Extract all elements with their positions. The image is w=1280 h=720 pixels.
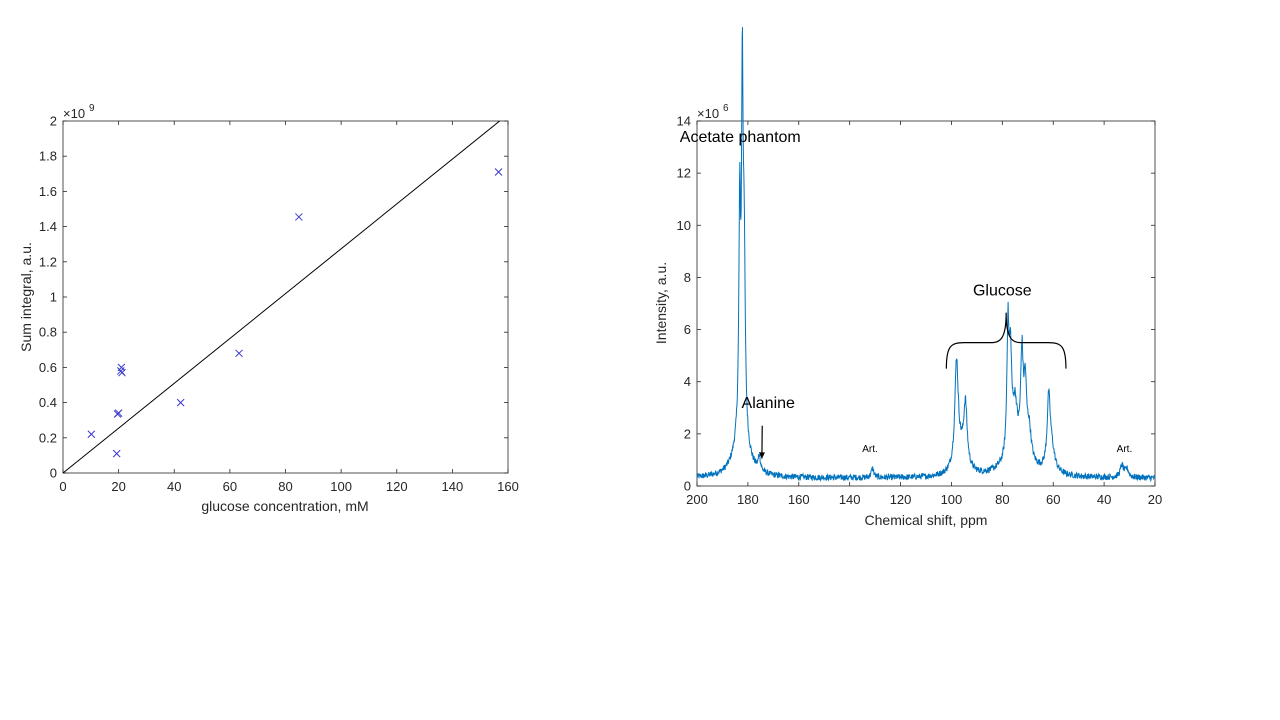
spectrum-x-tick-label: 100 [941, 492, 963, 507]
spectrum-y-tick-label: 4 [684, 374, 691, 389]
spectrum-y-tick-label: 14 [677, 114, 691, 129]
scatter-y-axis-label: Sum integral, a.u. [18, 242, 34, 352]
scatter-axis-ticks: 0 20 40 60 80 100 120 140 160 0 0.2 0.4 0.6 0.8 1 1.2 1.… [39, 114, 519, 495]
scatter-point [294, 213, 303, 221]
scatter-point [176, 398, 185, 407]
spectrum-annotation: Alanine [742, 395, 795, 412]
scatter-point [114, 409, 123, 418]
scatter-plot-frame [62, 120, 509, 474]
spectrum-annotations: Acetate phantom Alanine Art. Art. Glucose [680, 129, 1132, 459]
scatter-y-tick-label: 2 [50, 114, 57, 129]
spectrum-y-tick-label: 8 [684, 270, 691, 285]
spectrum-y-multiplier: ×10 6 [697, 103, 729, 121]
scatter-point [494, 168, 503, 176]
spectrum-x-tick-label: 120 [890, 492, 912, 507]
spectrum-series-line [696, 27, 1156, 483]
spectrum-y-tick-label: 12 [677, 166, 691, 181]
scatter-x-tick-label: 60 [223, 479, 237, 494]
spectrum-x-tick-label: 60 [1046, 492, 1060, 507]
spectrum-y-tick-label: 10 [677, 218, 691, 233]
spectrum-x-tick-label: 180 [737, 492, 759, 507]
scatter-y-tick-label: 1.4 [39, 219, 57, 234]
scatter-x-tick-label: 100 [330, 479, 352, 494]
spectrum-annotation: Art. [1117, 444, 1133, 455]
scatter-point [87, 430, 96, 439]
scatter-y-tick-label: 0 [50, 466, 57, 481]
scatter-x-tick-label: 0 [59, 479, 66, 494]
scatter-point [235, 349, 243, 358]
spectrum-x-tick-label: 160 [788, 492, 810, 507]
scatter-points [87, 168, 503, 458]
scatter-y-multiplier: ×10 9 [63, 103, 95, 121]
scatter-y-tick-label: 1.2 [39, 254, 57, 269]
spectrum-annotation: Glucose [973, 283, 1032, 300]
spectrum-x-axis-label: Chemical shift, ppm [865, 512, 988, 528]
spectrum-y-tick-label: 0 [684, 479, 691, 494]
spectrum-y-multiplier-exponent: 6 [723, 103, 729, 114]
spectrum-x-tick-label: 80 [995, 492, 1009, 507]
scatter-y-tick-label: 1.8 [39, 149, 57, 164]
scatter-y-tick-label: 0.2 [39, 430, 57, 445]
spectrum-y-axis-label: Intensity, a.u. [653, 262, 669, 344]
scatter-y-tick-label: 0.4 [39, 395, 57, 410]
spectrum-y-tick-label: 2 [684, 426, 691, 441]
spectrum-annotation: Art. [862, 444, 878, 455]
spectrum-y-tick-label: 6 [684, 322, 691, 337]
alanine-arrowhead [758, 452, 765, 459]
scatter-point [112, 449, 121, 458]
scatter-x-tick-label: 140 [442, 479, 464, 494]
scatter-y-multiplier-exponent: 9 [89, 103, 95, 114]
spectrum-plot-frame [696, 120, 1156, 487]
spectrum-line [696, 27, 1156, 483]
scatter-y-tick-label: 1.6 [39, 184, 57, 199]
scatter-y-tick-label: 0.8 [39, 325, 57, 340]
scatter-y-multiplier-base: ×10 [63, 106, 85, 121]
scatter-x-tick-label: 80 [278, 479, 292, 494]
spectrum-x-tick-label: 200 [686, 492, 708, 507]
scatter-chart: 0 20 40 60 80 100 120 140 160 0 0.2 0.4 0.6 0.8 1 1.2 1.… [18, 103, 519, 514]
scatter-x-tick-label: 40 [167, 479, 181, 494]
scatter-x-tick-label: 20 [111, 479, 125, 494]
scatter-x-axis-label: glucose concentration, mM [201, 498, 368, 514]
spectrum-x-tick-label: 140 [839, 492, 861, 507]
scatter-x-tick-label: 160 [497, 479, 519, 494]
scatter-y-tick-label: 1 [50, 290, 57, 305]
spectrum-x-tick-label: 40 [1097, 492, 1111, 507]
spectrum-y-multiplier-base: ×10 [697, 106, 719, 121]
scatter-fit-line [62, 120, 500, 474]
scatter-x-tick-label: 120 [386, 479, 408, 494]
spectrum-x-tick-label: 20 [1148, 492, 1162, 507]
spectrum-annotation: Acetate phantom [680, 129, 801, 146]
scatter-point [118, 368, 126, 377]
scatter-fit-line-segment [62, 120, 500, 474]
scatter-y-tick-label: 0.6 [39, 360, 57, 375]
